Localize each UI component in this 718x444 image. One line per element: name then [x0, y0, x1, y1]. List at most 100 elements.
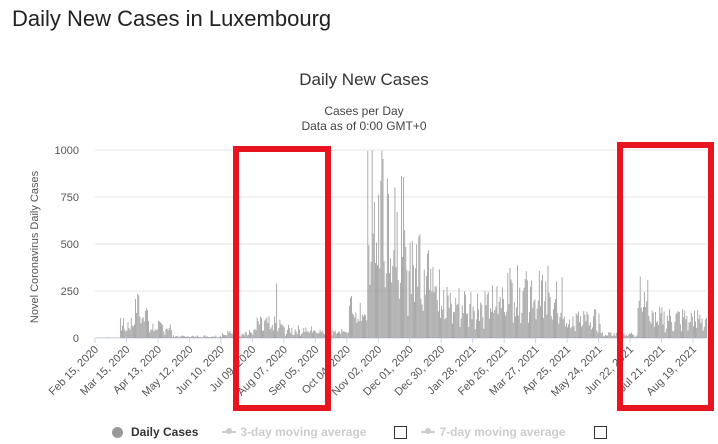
bar[interactable] [392, 265, 394, 338]
bar[interactable] [143, 321, 145, 338]
bar[interactable] [132, 326, 134, 338]
bar[interactable] [606, 335, 607, 338]
bar[interactable] [656, 322, 657, 338]
bar[interactable] [181, 335, 183, 338]
bar[interactable] [257, 321, 259, 338]
bar[interactable] [338, 332, 339, 338]
bar[interactable] [192, 335, 194, 338]
bar[interactable] [586, 311, 588, 338]
bar[interactable] [194, 336, 196, 338]
bar[interactable] [353, 314, 355, 338]
bar[interactable] [477, 293, 478, 338]
bar[interactable] [248, 334, 249, 338]
bar[interactable] [323, 334, 325, 338]
bar[interactable] [433, 292, 435, 338]
bar[interactable] [164, 335, 166, 338]
bar[interactable] [295, 331, 297, 338]
bar[interactable] [166, 328, 168, 338]
bar[interactable] [121, 330, 122, 338]
bar[interactable] [585, 321, 587, 338]
bar[interactable] [188, 336, 190, 338]
bar[interactable] [695, 321, 696, 338]
bar[interactable] [568, 324, 569, 338]
bar[interactable] [388, 194, 389, 338]
bar[interactable] [367, 151, 369, 338]
bar[interactable] [492, 285, 494, 338]
bar[interactable] [459, 326, 461, 338]
bar[interactable] [278, 328, 280, 338]
bar[interactable] [440, 317, 441, 338]
bar[interactable] [424, 294, 426, 338]
bar[interactable] [571, 326, 573, 338]
bar[interactable] [253, 329, 255, 338]
bar[interactable] [528, 322, 529, 338]
bar[interactable] [700, 322, 702, 338]
bar[interactable] [249, 329, 250, 338]
bar[interactable] [410, 294, 412, 338]
bar[interactable] [593, 316, 594, 338]
bar[interactable] [418, 236, 420, 338]
bar[interactable] [391, 282, 393, 338]
bar[interactable] [494, 310, 496, 338]
bar[interactable] [148, 321, 149, 338]
bar[interactable] [136, 312, 138, 338]
bar[interactable] [641, 311, 643, 338]
bar[interactable] [486, 294, 488, 338]
bar[interactable] [466, 314, 467, 338]
bar[interactable] [217, 337, 219, 338]
bar[interactable] [513, 302, 515, 338]
bar[interactable] [623, 333, 625, 338]
bar[interactable] [495, 306, 497, 338]
bar[interactable] [456, 304, 458, 338]
bar[interactable] [555, 299, 556, 338]
bar[interactable] [429, 290, 431, 338]
bar[interactable] [496, 286, 498, 338]
bar[interactable] [341, 329, 343, 338]
bar[interactable] [493, 312, 495, 338]
bar[interactable] [534, 299, 536, 338]
bar[interactable] [559, 317, 561, 338]
bar[interactable] [254, 328, 256, 338]
bar[interactable] [168, 328, 170, 338]
bar[interactable] [320, 331, 322, 338]
bar[interactable] [699, 314, 701, 338]
bar[interactable] [376, 242, 377, 338]
bar[interactable] [475, 319, 477, 338]
bar[interactable] [516, 307, 517, 338]
bar[interactable] [449, 292, 451, 338]
bar[interactable] [358, 321, 360, 338]
bar[interactable] [613, 333, 615, 338]
bar[interactable] [283, 327, 285, 338]
bar[interactable] [255, 330, 257, 338]
bar[interactable] [221, 332, 223, 338]
bar[interactable] [218, 337, 220, 338]
bar[interactable] [198, 336, 199, 338]
bar[interactable] [180, 336, 182, 338]
bar[interactable] [124, 329, 126, 338]
bar[interactable] [206, 336, 208, 338]
bar[interactable] [434, 286, 436, 338]
bar[interactable] [550, 316, 552, 338]
bar[interactable] [596, 330, 598, 338]
bar[interactable] [469, 304, 471, 338]
bar[interactable] [299, 329, 300, 338]
bar[interactable] [263, 330, 265, 338]
bar[interactable] [172, 337, 173, 338]
bar[interactable] [673, 331, 675, 338]
bar[interactable] [437, 311, 439, 338]
bar[interactable] [697, 309, 699, 338]
bar[interactable] [554, 302, 555, 338]
bar[interactable] [409, 242, 411, 338]
bar[interactable] [501, 287, 503, 338]
bar[interactable] [630, 333, 631, 338]
bar[interactable] [597, 332, 599, 338]
bar[interactable] [176, 335, 178, 338]
bar[interactable] [471, 319, 473, 338]
bar[interactable] [163, 331, 165, 338]
bar[interactable] [306, 331, 308, 338]
bar[interactable] [702, 330, 704, 338]
bar[interactable] [309, 330, 311, 338]
bar[interactable] [345, 332, 347, 338]
bar[interactable] [369, 284, 371, 338]
bar[interactable] [552, 309, 554, 338]
